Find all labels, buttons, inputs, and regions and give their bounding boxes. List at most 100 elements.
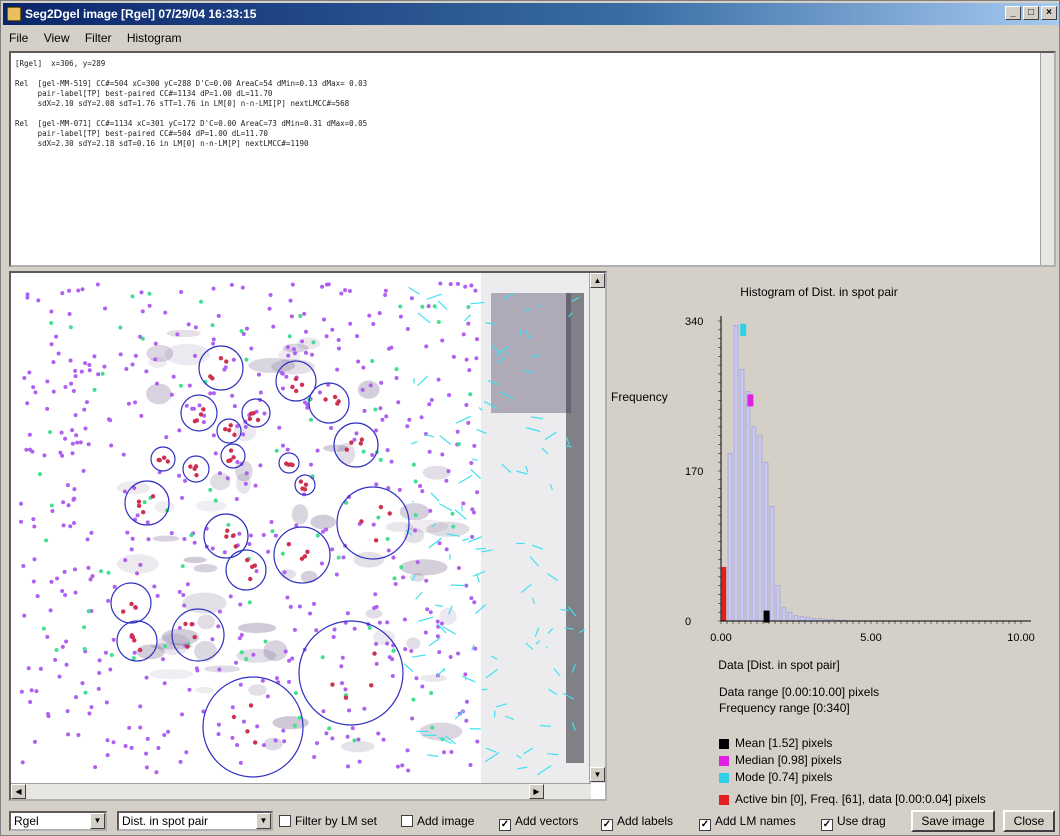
- spot-dot: [235, 743, 240, 748]
- checkbox-label: Add labels: [617, 814, 674, 828]
- landmark-spot: [332, 394, 338, 400]
- spot-dot: [244, 471, 249, 476]
- spot-dot: [386, 486, 391, 491]
- spot-dot: [287, 334, 292, 339]
- spot-dot: [139, 290, 144, 295]
- landmark-spot: [231, 714, 237, 720]
- landmark-spot: [248, 576, 253, 582]
- spot-dot: [303, 400, 308, 405]
- menu-view[interactable]: View: [43, 31, 70, 45]
- spot-dot: [428, 610, 433, 615]
- spot-dot: [45, 711, 50, 716]
- spot-dot: [181, 592, 186, 597]
- spot-dot: [384, 414, 389, 419]
- spot-dot: [241, 332, 246, 337]
- report-text-area[interactable]: [Rgel] x=306, y=289 Rel [gel-MM-519] CC#…: [9, 51, 1056, 267]
- gel-image[interactable]: [11, 273, 591, 783]
- spot-dot: [455, 429, 460, 434]
- landmark-spot: [228, 423, 233, 428]
- gel-smear: [166, 329, 201, 338]
- landmark-spot: [372, 651, 377, 656]
- close-button[interactable]: Close: [1003, 810, 1055, 832]
- spot-dot: [292, 627, 297, 632]
- checkbox-box[interactable]: [279, 815, 291, 827]
- vector-line: [411, 500, 414, 503]
- spot-dot: [423, 630, 428, 635]
- vector-line: [496, 356, 506, 364]
- vector-line: [530, 354, 540, 358]
- gel-smear: [182, 592, 227, 614]
- check-icon[interactable]: ✓: [699, 819, 711, 831]
- gel-image-pane[interactable]: ▲ ▼ ◀ ▶: [9, 271, 607, 801]
- spot-dot: [468, 392, 473, 397]
- spot-dot: [133, 400, 138, 405]
- y-axis-label: Frequency: [611, 390, 668, 404]
- add-labels-checkbox[interactable]: ✓ Add labels: [601, 814, 673, 831]
- filter-by-lm-checkbox[interactable]: Filter by LM set: [279, 814, 377, 828]
- spot-dot: [89, 705, 94, 710]
- spot-dot: [238, 682, 243, 687]
- spot-dot: [185, 582, 190, 587]
- menu-filter[interactable]: Filter: [84, 31, 112, 45]
- spot-dot: [162, 733, 167, 738]
- landmark-spot: [208, 374, 213, 379]
- add-image-checkbox[interactable]: Add image: [401, 814, 474, 828]
- gel-smear: [146, 383, 172, 405]
- scroll-left-icon[interactable]: ◀: [11, 784, 26, 799]
- check-icon[interactable]: ✓: [499, 819, 511, 831]
- vector-line: [553, 668, 561, 677]
- gel-smear: [385, 521, 414, 532]
- close-window-button[interactable]: ×: [1041, 6, 1057, 20]
- measure-select[interactable]: Dist. in spot pair ▼: [117, 811, 273, 831]
- image-vertical-scrollbar[interactable]: ▲ ▼: [589, 273, 605, 783]
- landmark-circle: [333, 422, 379, 468]
- spot-dot: [331, 634, 336, 639]
- spot-dot: [439, 621, 444, 626]
- landmark-spot: [233, 544, 238, 549]
- spot-dot: [245, 326, 250, 331]
- add-lm-names-checkbox[interactable]: ✓ Add LM names: [699, 814, 796, 831]
- spot-dot: [83, 426, 88, 431]
- spot-dot: [145, 520, 150, 525]
- active-bin-swatch: [719, 795, 729, 805]
- save-image-button[interactable]: Save image: [911, 810, 995, 832]
- spot-dot: [156, 745, 161, 750]
- menu-file[interactable]: File: [9, 31, 29, 45]
- spot-dot: [49, 503, 54, 508]
- checkbox-box[interactable]: [401, 815, 413, 827]
- image-horizontal-scrollbar[interactable]: ◀ ▶: [11, 783, 591, 799]
- gel-edge: [566, 293, 584, 763]
- gel-select[interactable]: Rgel ▼: [9, 811, 107, 831]
- chevron-down-icon[interactable]: ▼: [90, 813, 105, 829]
- spot-dot: [60, 644, 65, 649]
- add-vectors-checkbox[interactable]: ✓ Add vectors: [499, 814, 578, 831]
- vector-line: [468, 536, 483, 543]
- spot-dot: [467, 368, 472, 373]
- spot-dot: [33, 390, 38, 395]
- landmark-circles: [110, 345, 410, 778]
- scroll-right-icon[interactable]: ▶: [529, 784, 544, 799]
- spot-dot: [192, 540, 197, 545]
- check-icon[interactable]: ✓: [821, 819, 833, 831]
- menu-histogram[interactable]: Histogram: [126, 31, 182, 45]
- spot-dot: [199, 299, 204, 304]
- scroll-down-icon[interactable]: ▼: [590, 767, 605, 782]
- spot-dot: [22, 375, 27, 380]
- landmark-spot: [349, 440, 354, 445]
- vector-line: [487, 380, 499, 386]
- title-bar[interactable]: Seg2Dgel image [Rgel] 07/29/04 16:33:15 …: [3, 3, 1059, 25]
- spot-markers: [19, 281, 480, 775]
- check-icon[interactable]: ✓: [601, 819, 613, 831]
- spot-dot: [66, 503, 71, 508]
- scroll-up-icon[interactable]: ▲: [590, 273, 605, 288]
- spot-dot: [367, 625, 372, 630]
- use-drag-checkbox[interactable]: ✓ Use drag: [821, 814, 886, 831]
- maximize-button[interactable]: □: [1023, 6, 1039, 20]
- chevron-down-icon[interactable]: ▼: [256, 813, 271, 829]
- spot-dot: [312, 601, 317, 606]
- minimize-button[interactable]: _: [1005, 6, 1021, 20]
- landmark-spot: [192, 634, 197, 640]
- text-scrollbar[interactable]: [1040, 53, 1054, 265]
- spot-dot: [415, 560, 420, 565]
- spot-dot: [86, 609, 91, 614]
